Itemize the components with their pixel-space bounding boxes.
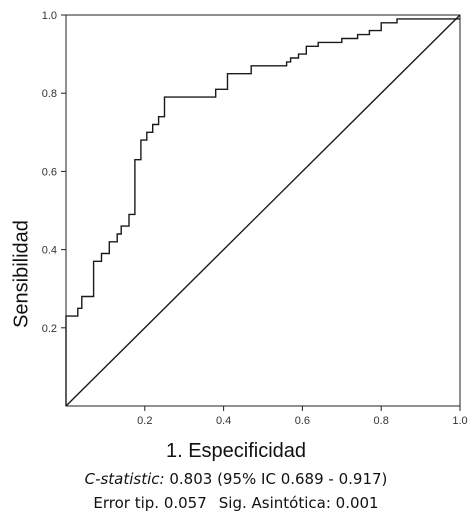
y-tick-label: 0.6 bbox=[42, 166, 57, 178]
x-tick-label: 0.8 bbox=[374, 415, 389, 427]
c-statistic-value: 0.803 (95% IC 0.689 - 0.917) bbox=[164, 470, 388, 488]
x-axis-label: 1. Especificidad bbox=[165, 440, 307, 462]
x-tick-label: 0.4 bbox=[216, 415, 231, 427]
x-tick-label: 0.6 bbox=[295, 415, 310, 427]
series-layer bbox=[65, 14, 461, 407]
error-significance-line: Error tip. 0.057 Sig. Asintótica: 0.001 bbox=[0, 494, 472, 512]
axis-ticks: 0.2 0.4 0.6 0.8 1.0 0.2 0.4 0.6 0.8 1.0 bbox=[42, 10, 468, 427]
roc-chart: 0.2 0.4 0.6 0.8 1.0 0.2 0.4 0.6 0.8 1.0 bbox=[42, 10, 468, 427]
y-tick-label: 1.0 bbox=[42, 10, 57, 22]
y-tick-label: 0.2 bbox=[42, 323, 57, 335]
std-error-text: Error tip. 0.057 bbox=[93, 494, 207, 512]
c-statistic-label: C-statistic: bbox=[84, 470, 165, 488]
significance-text: Sig. Asintótica: 0.001 bbox=[218, 494, 379, 512]
c-statistic-line: C-statistic: 0.803 (95% IC 0.689 - 0.917… bbox=[0, 470, 472, 488]
x-tick-label: 1.0 bbox=[452, 415, 467, 427]
x-tick-label: 0.2 bbox=[137, 415, 152, 427]
roc-curve-line bbox=[65, 18, 460, 406]
reference-diagonal-line bbox=[65, 14, 461, 407]
y-tick-label: 0.4 bbox=[42, 245, 57, 257]
y-tick-label: 0.8 bbox=[42, 88, 57, 100]
plot-frame bbox=[65, 14, 461, 407]
y-axis-label: Sensibilidad bbox=[10, 220, 33, 328]
